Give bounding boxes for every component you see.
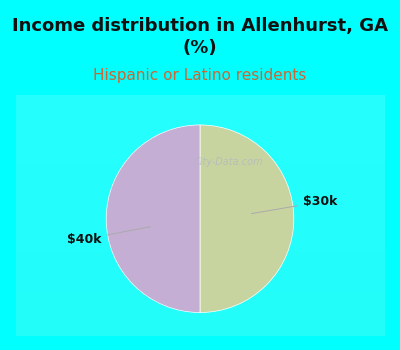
Text: Income distribution in Allenhurst, GA
(%): Income distribution in Allenhurst, GA (%… xyxy=(12,17,388,57)
Wedge shape xyxy=(106,125,200,313)
Text: $40k: $40k xyxy=(67,227,150,246)
Wedge shape xyxy=(200,125,294,313)
Text: Hispanic or Latino residents: Hispanic or Latino residents xyxy=(93,68,307,83)
Text: $30k: $30k xyxy=(252,195,338,214)
Text: City-Data.com: City-Data.com xyxy=(193,158,263,167)
